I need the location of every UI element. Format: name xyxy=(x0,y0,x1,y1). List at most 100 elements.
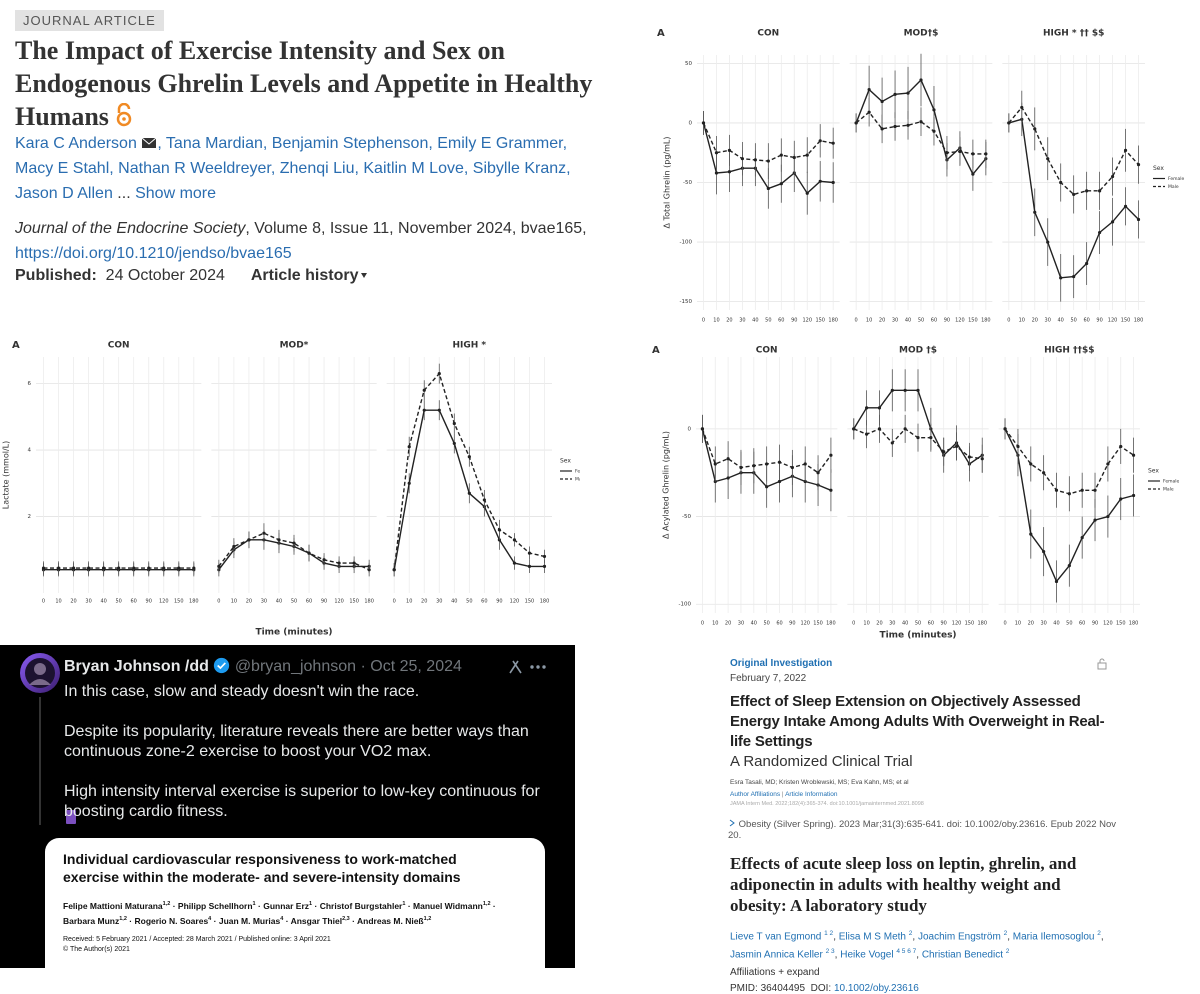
pubmed-author[interactable]: Lieve T van Egmond xyxy=(730,931,822,943)
x-tick-label: 50 xyxy=(115,599,121,605)
paper-card[interactable]: Individual cardiovascular responsiveness… xyxy=(45,838,545,968)
data-point xyxy=(958,149,962,154)
data-point xyxy=(1080,488,1084,492)
author-name[interactable]: Kara C Anderson xyxy=(15,135,137,152)
pubmed-author[interactable]: Jasmin Annica Keller xyxy=(730,949,823,961)
article-title-text: The Impact of Exercise Intensity and Sex… xyxy=(15,36,593,131)
data-point xyxy=(1098,189,1102,193)
data-point xyxy=(192,566,196,570)
data-point xyxy=(1020,105,1024,110)
more-menu[interactable] xyxy=(530,665,546,669)
data-point xyxy=(893,92,897,96)
x-tick-label: 40 xyxy=(1053,621,1059,627)
y-tick-label: 2 xyxy=(28,514,32,520)
data-point xyxy=(867,87,871,92)
expand-button[interactable]: + expand xyxy=(778,966,820,978)
data-point xyxy=(352,561,356,565)
pubmed-title: Effects of acute sleep loss on leptin, g… xyxy=(730,854,1077,915)
pubmed-author[interactable]: Joachim Engström xyxy=(917,931,1001,943)
data-point xyxy=(880,99,884,104)
x-tick-label: 120 xyxy=(1103,621,1113,627)
article-history[interactable]: Article history xyxy=(250,267,359,284)
author-name[interactable]: Benjamin Stephenson xyxy=(271,135,429,152)
author-name[interactable]: Sibylle Kranz xyxy=(472,160,567,177)
article-type: Original Investigation xyxy=(730,658,833,669)
x-tick-label: 10 xyxy=(866,318,872,324)
tweet-date[interactable]: Oct 25, 2024 xyxy=(370,658,462,675)
author-name[interactable]: Emily E Grammer xyxy=(437,135,563,152)
author-affil: 4 xyxy=(280,915,284,922)
author-name[interactable]: Zhenqi Liu xyxy=(279,160,355,177)
data-point xyxy=(779,153,783,157)
card-authors: Felipe Mattioni Maturana1,2 · Philipp Sc… xyxy=(63,898,533,928)
pubmed-author[interactable]: Heike Vogel xyxy=(840,949,894,961)
card-author: Christof Burgstahler xyxy=(319,900,403,911)
data-point xyxy=(903,388,907,392)
data-point xyxy=(777,460,782,464)
card-author: Gunnar Erz xyxy=(263,900,310,911)
pubmed-author[interactable]: Elisa M S Meth xyxy=(838,931,906,943)
x-tick-label: 120 xyxy=(159,599,169,605)
show-more[interactable]: Show more xyxy=(135,185,217,202)
data-point xyxy=(945,151,949,155)
y-tick-label: -100 xyxy=(679,602,692,608)
x-tick-label: 120 xyxy=(1108,318,1118,324)
x-tick-label: 50 xyxy=(291,599,297,605)
x-tick-label: 50 xyxy=(466,599,472,605)
pubmed-author[interactable]: Maria Ilemosoglou xyxy=(1012,931,1095,943)
y-axis-label: Lactate (mmol/L) xyxy=(2,441,11,510)
x-tick-label: 0 xyxy=(855,318,858,324)
x-tick-label: 90 xyxy=(146,599,152,605)
author-affil: 2 xyxy=(1097,930,1101,937)
data-point xyxy=(852,427,856,431)
data-point xyxy=(792,155,796,160)
doi-link[interactable]: https://doi.org/10.1210/jendso/bvae165 xyxy=(15,245,292,262)
data-point xyxy=(1033,127,1037,131)
link[interactable]: Author Affiliations xyxy=(730,791,781,798)
card-received: Received: 5 February 2021 / Accepted: 28… xyxy=(63,936,331,943)
data-point xyxy=(753,158,757,162)
x-tick-label: 120 xyxy=(802,318,812,324)
author-affil: 2,3 xyxy=(342,915,350,922)
data-point xyxy=(162,566,166,570)
published-date: 24 October 2024 xyxy=(105,267,225,284)
data-point xyxy=(777,479,782,484)
author-name[interactable]: Kaitlin M Love xyxy=(363,160,464,177)
x-tick-label: 20 xyxy=(1028,621,1034,627)
tweet-author[interactable]: Bryan Johnson /dd xyxy=(64,658,209,675)
card-title: Individual cardiovascular responsiveness… xyxy=(63,851,461,885)
pubmed-citation-text[interactable]: Obesity (Silver Spring). 2023 Mar;31(3):… xyxy=(728,819,1117,841)
author-name[interactable]: Nathan R Weeldreyer xyxy=(118,160,271,177)
data-point xyxy=(1110,220,1115,224)
x-tick-label: 10 xyxy=(55,599,61,605)
author-separator: , xyxy=(262,135,268,152)
data-point xyxy=(1033,210,1037,214)
data-point xyxy=(1085,261,1089,266)
grok-icon[interactable] xyxy=(509,660,522,674)
author-separator: , xyxy=(562,135,568,152)
author-name[interactable]: Macy E Stahl xyxy=(15,160,110,177)
author-name[interactable]: Jason D Allen xyxy=(15,185,113,202)
data-point xyxy=(831,141,835,145)
x-tick-label: 60 xyxy=(928,621,934,627)
link[interactable]: Article Information xyxy=(785,791,838,798)
author-name[interactable]: Tana Mardian xyxy=(165,135,263,152)
x-tick-label: 180 xyxy=(977,621,987,627)
legend-title: Sex xyxy=(1148,468,1159,475)
data-point xyxy=(1067,492,1071,496)
data-point xyxy=(818,139,822,143)
author-affil: 1 2 xyxy=(824,930,834,937)
pubmed-author[interactable]: Christian Benedict xyxy=(921,949,1003,961)
tweet-handle[interactable]: @bryan_johnson xyxy=(234,658,357,675)
data-point xyxy=(322,558,326,562)
doi-link[interactable]: 10.1002/oby.23616 xyxy=(833,982,919,994)
data-point xyxy=(527,564,532,569)
mail-body xyxy=(142,138,157,148)
data-point xyxy=(1136,217,1141,222)
data-point xyxy=(752,464,756,468)
data-point xyxy=(292,541,296,545)
legend-label: Male xyxy=(1168,184,1179,190)
x-tick-label: 40 xyxy=(100,599,106,605)
tweet-decor xyxy=(20,653,546,825)
data-point xyxy=(392,568,396,572)
